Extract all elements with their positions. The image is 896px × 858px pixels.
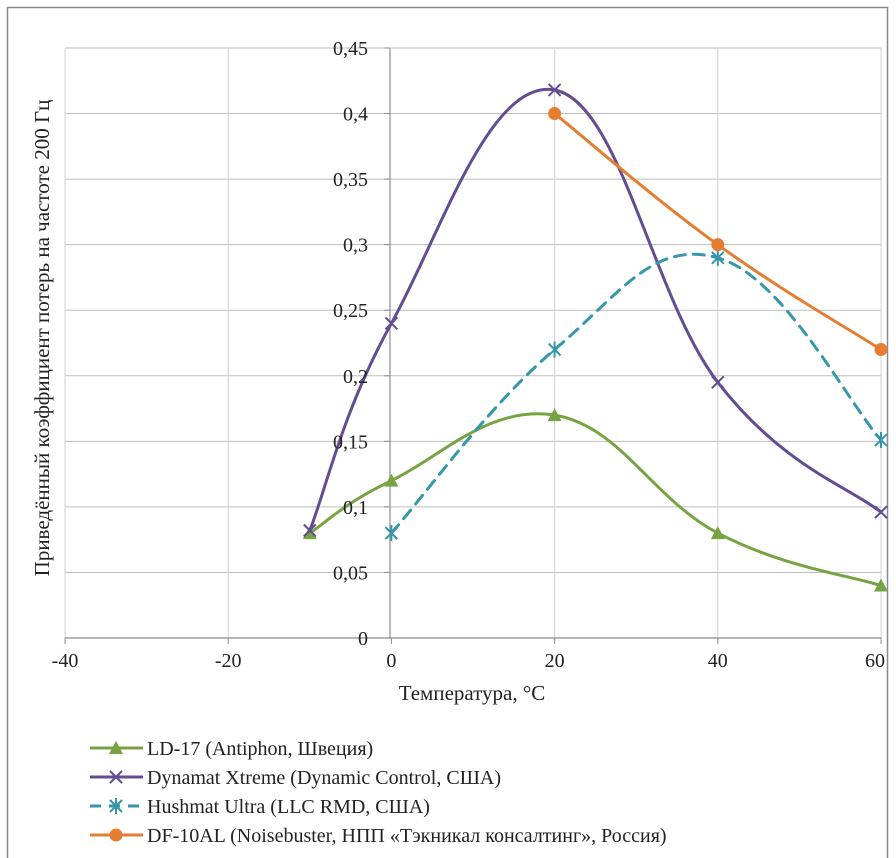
data-point-1-0 <box>303 523 317 538</box>
legend-item-1: Dynamat Xtreme (Dynamic Control, США) <box>90 767 501 789</box>
data-point-1-2 <box>547 83 562 97</box>
legend-marker-0 <box>109 741 123 754</box>
legend-item-0: LD-17 (Antiphon, Швеция) <box>90 738 373 760</box>
legend-marker-1-stroke-b <box>109 770 123 784</box>
data-point-1-1 <box>384 316 399 331</box>
y-tick-label: 0,35 <box>333 169 368 191</box>
y-tick-label: 0,2 <box>343 366 368 388</box>
y-tick-label: 0,25 <box>333 300 368 322</box>
series-3 <box>548 107 888 357</box>
data-point-1-4-stroke-b <box>874 505 888 519</box>
series-1 <box>303 83 888 538</box>
series-line-2 <box>389 252 883 535</box>
data-point-1-4 <box>874 505 888 519</box>
tick-labels: 0 0,05 0,1 0,15 0,2 0,25 0,3 0,35 0,4 0,45 -40 -20 0… <box>52 38 885 672</box>
axes <box>64 47 882 644</box>
x-tick-label: 20 <box>545 650 565 672</box>
data-point-2-3 <box>874 432 888 449</box>
y-axis-title: Приведённый коэффициент потерь на частот… <box>30 100 54 577</box>
data-point-3-0 <box>548 107 562 121</box>
data-point-2-0 <box>384 525 399 542</box>
y-tick-label: 0 <box>358 628 368 650</box>
data-point-1-3-stroke-b <box>711 375 725 390</box>
x-tick-label: -20 <box>215 650 242 672</box>
data-point-3-1 <box>711 238 725 252</box>
data-point-0-2 <box>547 408 562 422</box>
data-point-0-0 <box>302 526 317 540</box>
data-point-0-1 <box>384 473 399 487</box>
legend-label-1: Dynamat Xtreme (Dynamic Control, США) <box>147 767 501 789</box>
legend-marker-3 <box>109 828 123 842</box>
x-tick-label: 60 <box>865 650 885 672</box>
y-tick-label: 0,05 <box>333 562 368 584</box>
chart-frame <box>6 6 889 858</box>
y-tick-label: 0,4 <box>343 104 368 126</box>
series-2 <box>384 249 888 542</box>
legend-item-2: Hushmat Ultra (LLC RMD, США) <box>90 796 430 818</box>
legend-item-3: DF-10AL (Noisebuster, НПП «Тэкникал конс… <box>90 825 667 847</box>
legend: LD-17 (Antiphon, Швеция) Dynamat Xtreme (… <box>90 738 667 847</box>
y-tick-label: 0,3 <box>343 235 368 257</box>
x-tick-label: 40 <box>708 650 728 672</box>
series-0 <box>302 408 888 592</box>
data-point-3-2 <box>874 343 888 357</box>
legend-marker-1 <box>109 770 123 784</box>
data-point-1-0-stroke-b <box>303 523 317 538</box>
data-point-1-3 <box>711 375 725 390</box>
data-point-0-3 <box>710 526 725 540</box>
data-point-2-2 <box>711 249 725 266</box>
y-tick-label: 0,15 <box>333 431 368 453</box>
legend-marker-2 <box>109 798 123 814</box>
legend-label-0: LD-17 (Antiphon, Швеция) <box>147 738 373 760</box>
series-lines <box>302 83 888 592</box>
legend-label-2: Hushmat Ultra (LLC RMD, США) <box>147 796 430 818</box>
x-axis-title: Температура, °С <box>399 681 546 705</box>
data-point-1-2-stroke-b <box>547 83 562 97</box>
series-line-0 <box>308 412 883 588</box>
grid-lines <box>64 47 882 638</box>
data-point-2-1 <box>547 341 562 358</box>
data-point-1-1-stroke-b <box>384 316 399 331</box>
x-tick-label: -40 <box>52 650 79 672</box>
legend-label-3: DF-10AL (Noisebuster, НПП «Тэкникал конс… <box>147 825 667 847</box>
x-tick-label: 0 <box>386 650 396 672</box>
y-tick-label: 0,1 <box>343 497 368 519</box>
data-point-0-4 <box>874 578 888 592</box>
y-tick-label: 0,45 <box>333 38 368 60</box>
